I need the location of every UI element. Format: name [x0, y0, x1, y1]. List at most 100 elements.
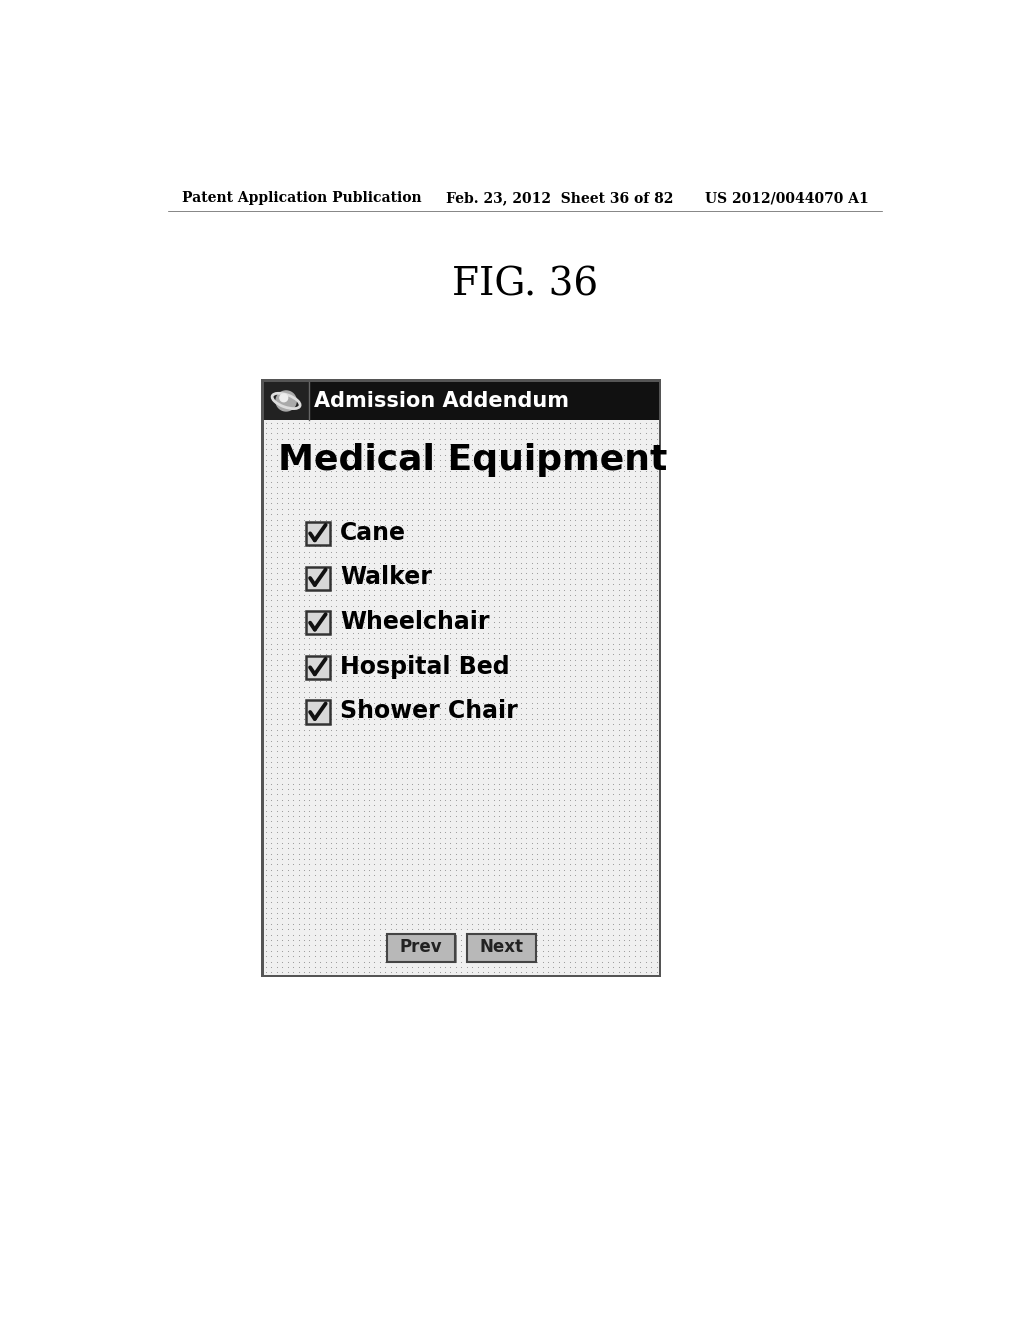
- Point: [355, 924, 372, 945]
- Point: [437, 838, 454, 859]
- Point: [323, 433, 339, 454]
- Point: [323, 510, 339, 531]
- Point: [301, 704, 317, 725]
- Point: [480, 956, 497, 977]
- Point: [344, 557, 360, 578]
- Point: [388, 504, 404, 525]
- Point: [453, 950, 469, 972]
- Point: [296, 482, 312, 503]
- Point: [383, 541, 399, 562]
- Point: [344, 789, 360, 810]
- Point: [584, 380, 600, 401]
- Point: [589, 450, 605, 471]
- Point: [480, 627, 497, 648]
- Point: [605, 492, 622, 513]
- Point: [469, 433, 485, 454]
- Point: [274, 784, 291, 805]
- Point: [329, 380, 345, 401]
- Point: [404, 660, 421, 681]
- Point: [610, 433, 627, 454]
- Point: [567, 634, 584, 655]
- Point: [263, 913, 280, 935]
- Point: [372, 606, 388, 627]
- Point: [546, 492, 562, 513]
- Point: [638, 487, 654, 508]
- Point: [648, 774, 665, 795]
- Point: [615, 498, 632, 519]
- Point: [622, 590, 638, 611]
- Point: [589, 520, 605, 541]
- Point: [529, 375, 546, 396]
- Point: [410, 644, 426, 665]
- Point: [334, 498, 350, 519]
- Point: [301, 875, 317, 896]
- Point: [339, 950, 355, 972]
- Point: [622, 913, 638, 935]
- Point: [610, 870, 627, 891]
- Point: [492, 880, 508, 902]
- Point: [258, 445, 274, 466]
- Point: [546, 697, 562, 718]
- Point: [622, 709, 638, 730]
- Point: [556, 644, 572, 665]
- Point: [567, 950, 584, 972]
- Point: [572, 627, 589, 648]
- Point: [627, 768, 643, 789]
- Point: [632, 686, 648, 708]
- Point: [280, 665, 296, 686]
- Point: [453, 422, 469, 444]
- Point: [388, 438, 404, 461]
- Point: [599, 595, 615, 616]
- Point: [453, 821, 469, 842]
- Point: [605, 461, 622, 482]
- Point: [632, 455, 648, 477]
- Point: [540, 795, 556, 816]
- Point: [323, 945, 339, 966]
- Point: [605, 611, 622, 632]
- Point: [610, 428, 627, 449]
- Point: [263, 634, 280, 655]
- Point: [421, 746, 437, 767]
- Point: [317, 639, 334, 660]
- Point: [360, 903, 377, 924]
- Point: [329, 725, 345, 746]
- Point: [291, 865, 307, 886]
- Point: [589, 875, 605, 896]
- Point: [415, 950, 431, 972]
- Point: [377, 763, 393, 784]
- Point: [323, 784, 339, 805]
- Point: [648, 725, 665, 746]
- Point: [306, 477, 323, 498]
- Point: [285, 407, 301, 428]
- Point: [518, 779, 535, 800]
- Point: [404, 838, 421, 859]
- Point: [350, 665, 367, 686]
- Point: [578, 417, 594, 438]
- Point: [589, 455, 605, 477]
- Point: [263, 805, 280, 826]
- Point: [632, 557, 648, 578]
- Point: [388, 622, 404, 643]
- Point: [355, 445, 372, 466]
- Point: [599, 438, 615, 461]
- Point: [339, 956, 355, 977]
- Point: [464, 525, 480, 546]
- Point: [350, 649, 367, 671]
- Point: [599, 898, 615, 919]
- Point: [344, 477, 360, 498]
- Point: [594, 595, 610, 616]
- Point: [393, 585, 410, 606]
- Point: [285, 579, 301, 601]
- Point: [589, 634, 605, 655]
- Point: [263, 697, 280, 718]
- Point: [367, 665, 383, 686]
- Point: [296, 935, 312, 956]
- Point: [306, 924, 323, 945]
- Point: [589, 536, 605, 557]
- Point: [546, 438, 562, 461]
- Point: [393, 908, 410, 929]
- Point: [507, 562, 523, 583]
- Point: [258, 849, 274, 870]
- Point: [301, 725, 317, 746]
- Point: [447, 697, 464, 718]
